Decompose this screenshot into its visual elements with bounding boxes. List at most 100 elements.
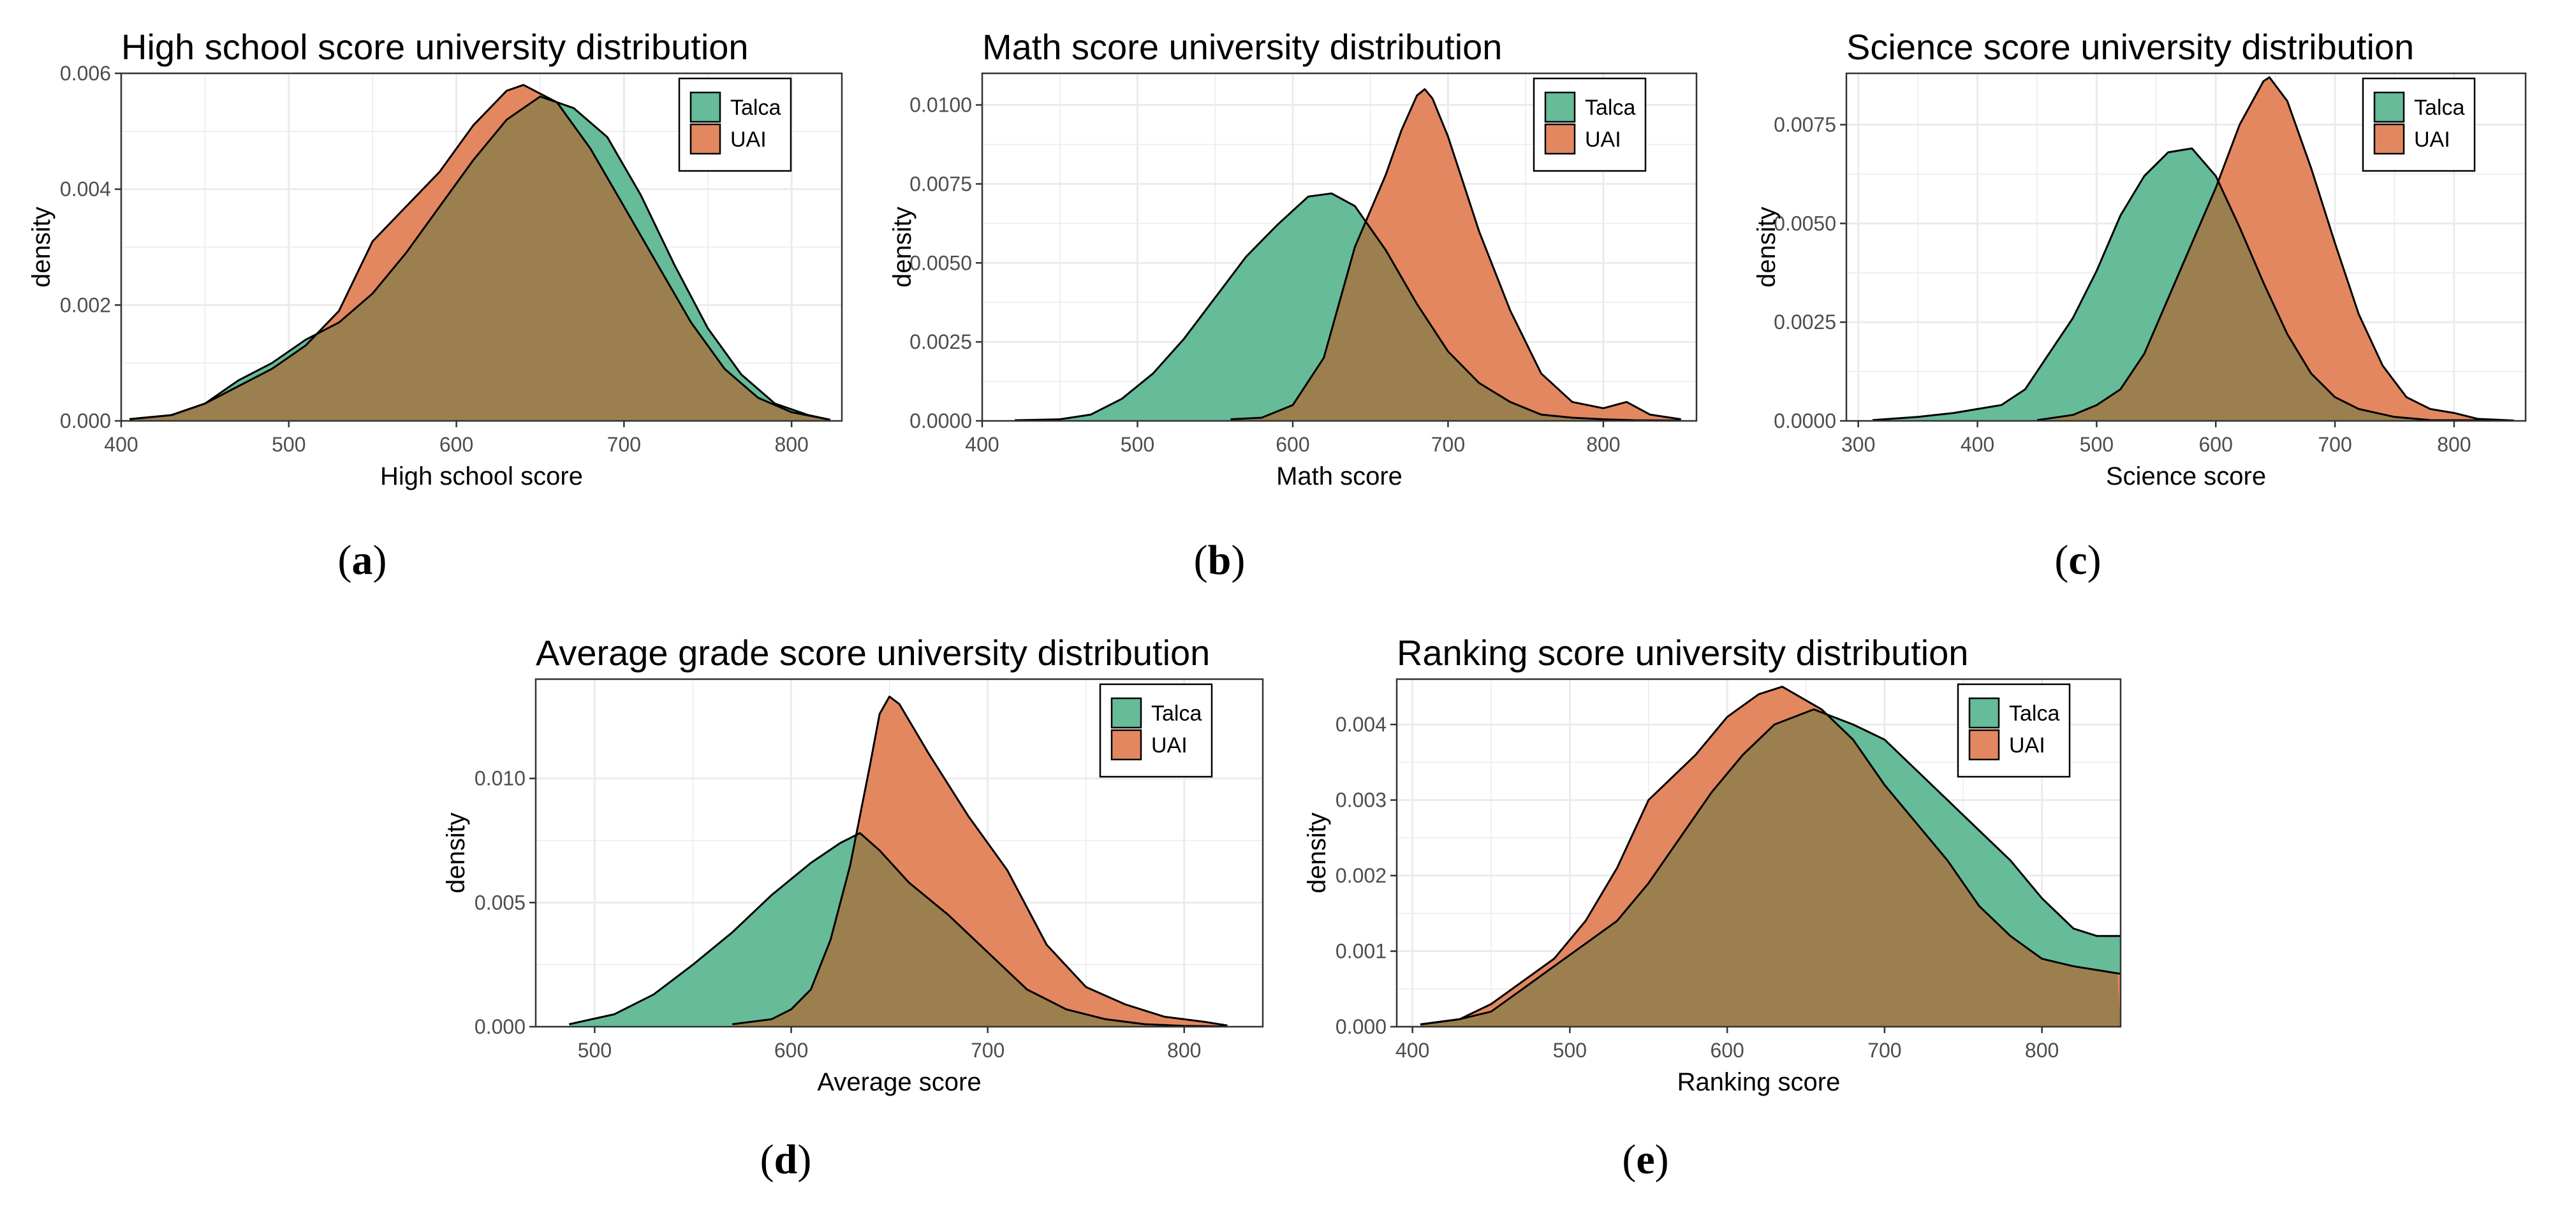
legend-key-talca — [1544, 91, 1576, 123]
y-tick-label: 0.003 — [1336, 789, 1387, 812]
x-tick-label: 400 — [1961, 433, 1994, 456]
density-line-uai — [129, 84, 830, 421]
legend: Talca UAI — [1099, 683, 1213, 778]
y-tick-label: 0.0100 — [909, 94, 972, 117]
plot-frame — [1395, 678, 2122, 1028]
legend: Talca UAI — [678, 77, 792, 172]
x-tick-label: 400 — [1395, 1039, 1429, 1062]
y-axis-label: density — [888, 207, 916, 288]
density-line-uai — [732, 695, 1228, 1027]
x-tick-label: 800 — [1586, 433, 1620, 456]
chart-title: Math score university distribution — [982, 27, 1502, 67]
y-tick-label: 0.0025 — [909, 330, 972, 353]
y-tick-label: 0.0025 — [1774, 311, 1836, 334]
y-axis-label: density — [1753, 207, 1781, 288]
x-axis-label: Ranking score — [1677, 1068, 1841, 1096]
density-line-talca — [1015, 192, 1681, 421]
y-tick-label: 0.002 — [60, 293, 111, 316]
density-line-uai — [1420, 686, 2121, 1025]
legend-label-talca: Talca — [1585, 96, 1635, 120]
x-tick-label: 800 — [2437, 433, 2471, 456]
chart-title: High school score university distributio… — [121, 27, 749, 67]
legend: Talca UAI — [1957, 683, 2071, 778]
panel-a: 400 500 600 700 800 0.000 0.002 0.004 0.006 High … — [27, 27, 843, 583]
x-axis-label: High school score — [380, 462, 583, 490]
density-overlap — [2036, 183, 2514, 421]
panel-caption: (c) — [2054, 537, 2101, 583]
x-axis-label: Science score — [2106, 462, 2266, 490]
density-line-talca — [129, 95, 830, 421]
panel-caption: (d) — [760, 1136, 812, 1183]
density-line-talca — [1420, 708, 2121, 1025]
density-line-talca — [1872, 147, 2514, 421]
x-tick-label: 600 — [1276, 433, 1309, 456]
x-tick-label: 600 — [439, 433, 473, 456]
legend-label-talca: Talca — [730, 96, 781, 120]
legend: Talca UAI — [1533, 77, 1647, 172]
y-axis-label: density — [442, 812, 470, 893]
panel-caption: (e) — [1622, 1136, 1668, 1183]
y-tick-label: 0.0000 — [909, 409, 972, 432]
x-axis-label: Average score — [817, 1068, 981, 1096]
y-tick-label: 0.006 — [60, 62, 111, 85]
legend-label-talca: Talca — [1151, 701, 1202, 726]
x-axis-label: Math score — [1276, 462, 1402, 490]
legend-key-uai — [1110, 729, 1142, 761]
density-overlap — [129, 96, 830, 421]
legend-key-uai — [1968, 729, 2000, 761]
panel-b: 400 500 600 700 800 0.0000 0.0025 0.0050 0.0075 0… — [888, 27, 1698, 583]
legend: Talca UAI — [2362, 77, 2476, 172]
x-tick-label: 700 — [1431, 433, 1465, 456]
y-tick-label: 0.001 — [1336, 940, 1387, 963]
x-tick-label: 600 — [2199, 433, 2233, 456]
x-tick-label: 700 — [1867, 1039, 1901, 1062]
plot-frame — [534, 678, 1264, 1028]
x-tick-label: 800 — [774, 433, 808, 456]
panel-d: 500 600 700 800 0.000 0.005 0.010 Average grade… — [442, 633, 1264, 1183]
legend-key-uai — [689, 123, 721, 155]
legend-label-uai: UAI — [2009, 733, 2045, 758]
legend-label-uai: UAI — [2414, 128, 2450, 152]
panel-caption: (a) — [338, 537, 387, 583]
panel-c: 300 400 500 600 700 800 0.0000 0.0025 0.0050 0.00… — [1753, 27, 2527, 583]
legend-label-uai: UAI — [730, 128, 767, 152]
legend-key-talca — [689, 91, 721, 123]
density-line-uai — [2036, 76, 2514, 421]
y-tick-label: 0.004 — [1336, 713, 1387, 736]
plot-frame — [120, 72, 843, 422]
x-tick-label: 600 — [774, 1039, 808, 1062]
plot-frame — [981, 72, 1698, 422]
legend-key-talca — [1968, 697, 2000, 729]
x-tick-label: 600 — [1710, 1039, 1744, 1062]
y-axis-label: density — [27, 207, 55, 288]
panel-caption: (b) — [1194, 537, 1246, 583]
x-tick-label: 700 — [971, 1039, 1005, 1062]
y-tick-label: 0.0000 — [1774, 409, 1836, 432]
chart-title: Ranking score university distribution — [1397, 633, 1968, 673]
density-line-uai — [1230, 88, 1681, 420]
y-tick-label: 0.005 — [475, 891, 526, 914]
x-tick-label: 400 — [104, 433, 138, 456]
y-tick-label: 0.0075 — [909, 172, 972, 195]
x-tick-label: 300 — [1841, 433, 1875, 456]
y-tick-label: 0.000 — [475, 1015, 526, 1038]
x-tick-label: 800 — [1167, 1039, 1201, 1062]
legend-key-uai — [1544, 123, 1576, 155]
x-tick-label: 500 — [578, 1039, 612, 1062]
y-tick-label: 0.0050 — [909, 251, 972, 274]
x-tick-label: 500 — [272, 433, 305, 456]
x-tick-label: 700 — [2318, 433, 2352, 456]
legend-label-talca: Talca — [2009, 701, 2059, 726]
y-tick-label: 0.0075 — [1774, 114, 1836, 136]
density-overlap — [1230, 221, 1681, 421]
plot-frame — [1845, 72, 2527, 422]
x-tick-label: 500 — [1553, 1039, 1587, 1062]
x-tick-label: 500 — [2080, 433, 2114, 456]
y-tick-label: 0.004 — [60, 178, 111, 201]
panel-e: 400 500 600 700 800 0.000 0.001 0.002 0.003 0.004… — [1303, 633, 2122, 1183]
legend-key-talca — [1110, 697, 1142, 729]
x-tick-label: 700 — [607, 433, 641, 456]
x-tick-label: 400 — [965, 433, 999, 456]
chart-title: Science score university distribution — [1846, 27, 2414, 67]
